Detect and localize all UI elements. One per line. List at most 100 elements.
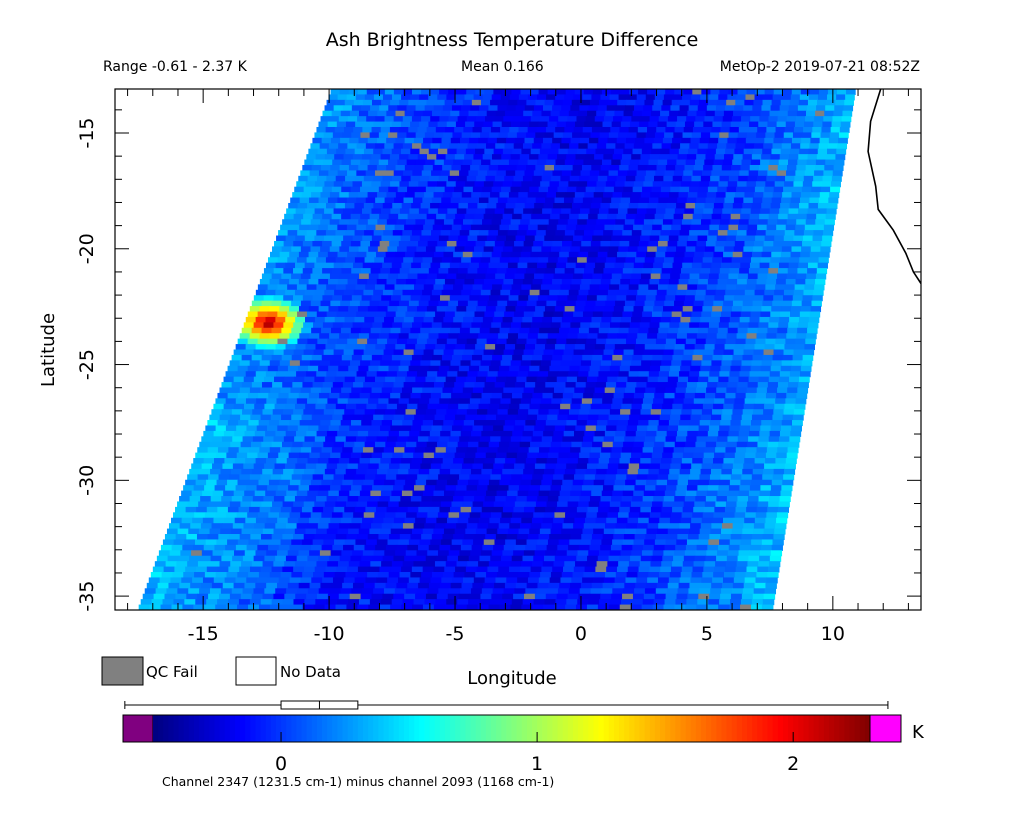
swath-pixel — [437, 94, 447, 101]
swath-pixel — [759, 164, 769, 172]
swath-pixel — [739, 425, 751, 432]
swath-pixel — [684, 496, 696, 503]
swath-pixel — [472, 463, 484, 470]
swath-pixel — [326, 528, 339, 535]
swath-pixel — [632, 110, 643, 117]
swath-pixel — [341, 186, 352, 193]
swath-pixel — [576, 148, 587, 155]
swath-pixel — [710, 528, 722, 535]
swath-pixel — [510, 121, 521, 128]
swath-pixel — [501, 322, 512, 329]
swath-pixel — [649, 512, 662, 519]
swath-pixel — [538, 121, 549, 128]
swath-pixel — [211, 523, 223, 530]
swath-pixel — [496, 414, 507, 421]
swath-pixel — [720, 262, 732, 269]
swath-pixel — [380, 360, 391, 367]
swath-pixel — [335, 344, 347, 351]
swath-pixel — [583, 159, 594, 166]
swath-pixel — [223, 550, 235, 557]
swath-pixel — [815, 273, 827, 280]
swath-pixel — [618, 371, 630, 378]
swath-pixel — [293, 409, 304, 416]
swath-pixel — [317, 148, 328, 155]
swath-pixel — [503, 116, 514, 123]
swath-pixel — [671, 99, 682, 106]
swath-pixel — [630, 235, 641, 242]
swath-pixel — [453, 159, 464, 166]
swath-pixel — [588, 458, 600, 465]
swath-pixel — [767, 506, 779, 513]
swath-pixel — [359, 110, 369, 117]
swath-pixel — [680, 181, 691, 188]
swath-pixel — [569, 143, 580, 150]
swath-pixel — [666, 430, 678, 437]
swath-pixel — [345, 436, 357, 443]
swath-pixel — [808, 148, 819, 155]
swath-pixel — [324, 376, 336, 383]
swath-pixel — [634, 436, 646, 443]
swath-pixel — [794, 230, 805, 237]
swath-pixel — [596, 468, 608, 475]
swath-pixel — [555, 126, 565, 134]
swath-pixel — [652, 354, 663, 361]
swath-pixel — [643, 490, 655, 497]
swath-pixel — [817, 208, 828, 215]
swath-pixel — [339, 219, 350, 226]
swath-pixel — [541, 479, 553, 486]
swath-pixel — [532, 392, 544, 399]
swath-pixel — [504, 175, 515, 182]
swath-pixel — [778, 376, 790, 383]
swath-pixel — [699, 322, 710, 329]
swath-pixel — [619, 240, 630, 247]
swath-pixel — [777, 506, 790, 513]
swath-pixel — [316, 202, 327, 209]
swath-pixel — [474, 382, 486, 389]
swath-pixel — [812, 181, 823, 188]
swath-pixel — [342, 322, 354, 329]
swath-pixel — [545, 420, 557, 427]
swath-pixel — [712, 409, 723, 416]
swath-pixel — [233, 376, 245, 383]
swath-pixel — [399, 534, 412, 541]
swath-pixel — [534, 550, 546, 557]
swath-pixel — [587, 333, 599, 340]
swath-pixel — [739, 268, 750, 275]
swath-pixel — [389, 240, 400, 247]
swath-pixel — [388, 186, 399, 193]
swath-pixel — [643, 219, 655, 226]
swath-pixel — [501, 392, 513, 399]
swath-pixel — [227, 479, 239, 486]
swath-pixel — [511, 89, 522, 96]
swath-pixel — [659, 517, 671, 524]
swath-pixel — [527, 94, 538, 101]
swath-pixel — [635, 137, 645, 144]
swath-pixel — [717, 143, 727, 150]
swath-pixel — [714, 246, 725, 253]
swath-pixel — [729, 371, 741, 378]
swath-pixel — [739, 219, 750, 226]
swath-pixel — [268, 544, 280, 551]
swath-pixel — [447, 441, 459, 448]
swath-pixel — [598, 371, 610, 378]
swath-pixel — [513, 349, 525, 356]
swath-pixel — [537, 452, 549, 459]
swath-pixel — [688, 425, 700, 432]
swath-pixel — [720, 311, 732, 318]
swath-pixel — [552, 278, 563, 285]
swath-pixel — [345, 284, 357, 291]
swath-pixel — [704, 501, 716, 508]
swath-pixel — [767, 441, 779, 448]
swath-pixel — [600, 360, 612, 367]
swath-pixel — [732, 523, 744, 530]
swath-pixel — [595, 382, 607, 389]
swath-pixel — [494, 458, 506, 465]
swath-pixel — [289, 224, 300, 231]
swath-pixel — [223, 430, 235, 437]
swath-pixel — [831, 175, 842, 182]
swath-pixel — [368, 398, 379, 405]
swath-pixel — [232, 523, 245, 530]
swath-pixel — [722, 523, 734, 530]
swath-pixel — [699, 528, 711, 535]
swath-pixel — [364, 121, 375, 128]
